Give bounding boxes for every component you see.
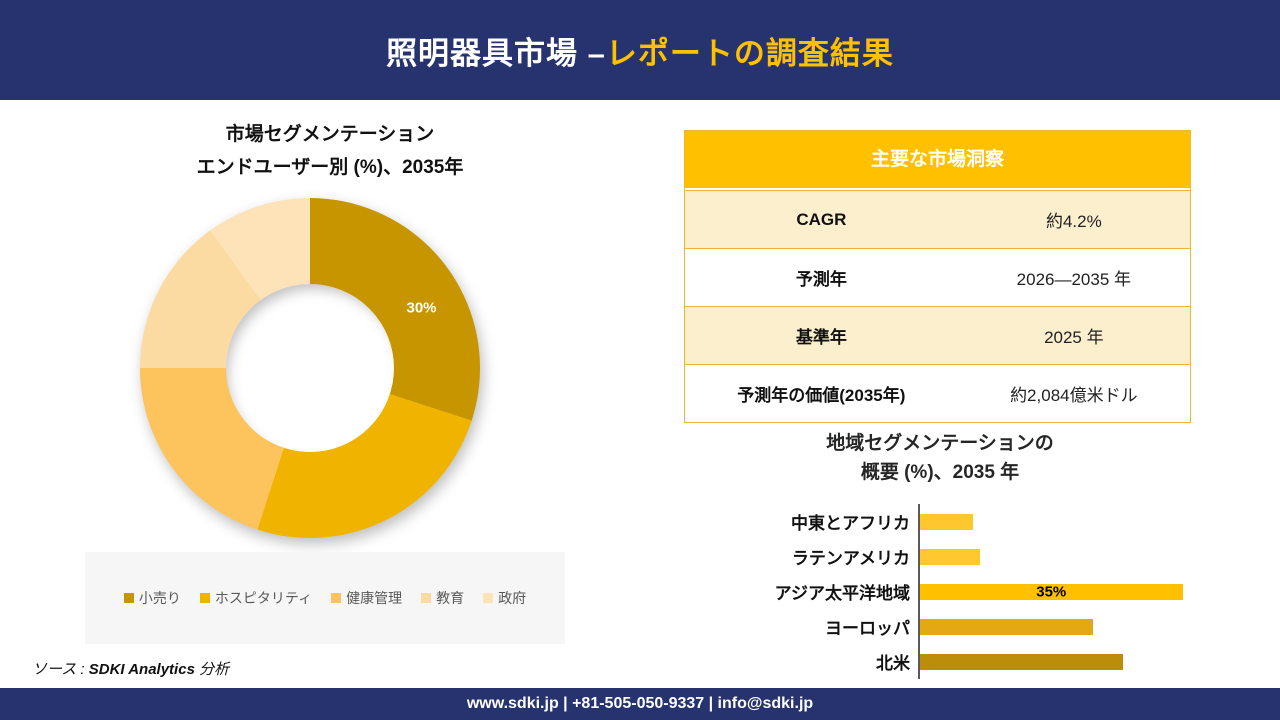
- footer-bar: www.sdki.jp | +81-505-050-9337 | info@sd…: [0, 688, 1280, 720]
- bar-category-label: アジア太平洋地域: [774, 584, 910, 603]
- bar-fill: [920, 513, 973, 530]
- donut-title-line2: エンドユーザー別 (%)、2035年: [196, 157, 464, 179]
- bar-category-label: ラテンアメリカ: [791, 549, 910, 568]
- table-row: CAGR 約4.2%: [685, 190, 1190, 248]
- donut-legend: 小売り ホスピタリティ 健康管理 教育 政府: [85, 552, 565, 644]
- legend-item: 小売り: [123, 588, 181, 608]
- page-title-accent: レポートの調査結果: [605, 35, 894, 71]
- legend-label: 教育: [436, 590, 465, 606]
- header-banner: 照明器具市場 –レポートの調査結果: [0, 0, 1280, 100]
- page-title-main: 照明器具市場 –: [386, 35, 606, 71]
- source-brand: SDKI Analytics: [88, 661, 195, 678]
- bar-row: アジア太平洋地域 35%: [700, 574, 1205, 609]
- bar-track: [918, 644, 1205, 679]
- legend-swatch-icon: [421, 593, 432, 603]
- row-value: 2025 年: [1044, 328, 1104, 347]
- donut-chart: 30%: [140, 198, 480, 538]
- legend-label: ホスピタリティ: [214, 590, 313, 606]
- bar-chart-title: 地域セグメンテーションの 概要 (%)、2035 年: [700, 430, 1180, 487]
- donut-slice-label: 30%: [406, 299, 437, 317]
- row-value: 約2,084億米ドル: [1010, 386, 1138, 405]
- legend-label: 政府: [498, 590, 527, 606]
- table-row: 基準年 2025 年: [685, 306, 1190, 364]
- bar-fill: 35%: [920, 583, 1183, 600]
- page-title: 照明器具市場 –レポートの調査結果: [386, 28, 894, 73]
- donut-hole: [226, 284, 394, 452]
- bar-track: [918, 609, 1205, 644]
- legend-swatch-icon: [483, 593, 494, 603]
- legend-swatch-icon: [199, 593, 210, 603]
- row-label: CAGR: [796, 209, 847, 229]
- legend-item: 健康管理: [331, 588, 402, 608]
- bar-category-label: ヨーロッパ: [825, 619, 910, 638]
- table-row: 予測年 2026—2035 年: [685, 248, 1190, 306]
- table-header: 主要な市場洞察: [685, 131, 1190, 190]
- bar-fill: [920, 618, 1093, 635]
- bar-track: 35%: [918, 574, 1205, 609]
- bar-category-label: 北米: [876, 654, 910, 673]
- table-row: 予測年の価値(2035年) 約2,084億米ドル: [685, 364, 1190, 422]
- bar-row: 北米: [700, 644, 1205, 679]
- row-label: 予測年: [795, 270, 847, 289]
- legend-label: 小売り: [138, 590, 181, 606]
- regional-bar-chart: 中東とアフリカ ラテンアメリカアジア太平洋地域 35% ヨーロッパ北米: [700, 504, 1205, 679]
- source-prefix: ソース :: [32, 661, 89, 678]
- bar-category-label: 中東とアフリカ: [791, 514, 910, 533]
- row-label: 基準年: [795, 328, 847, 347]
- bar-value-label: 35%: [1036, 583, 1067, 600]
- legend-label: 健康管理: [346, 590, 403, 606]
- bar-track: [918, 539, 1205, 574]
- donut-title-line1: 市場セグメンテーション: [225, 124, 435, 145]
- legend-item: 政府: [483, 588, 526, 608]
- row-value: 2026—2035 年: [1016, 270, 1132, 289]
- row-label: 予測年の価値(2035年): [737, 386, 906, 405]
- bar-title-line1: 地域セグメンテーションの: [826, 433, 1054, 454]
- bar-row: ラテンアメリカ: [700, 539, 1205, 574]
- bar-fill: [920, 653, 1123, 670]
- bar-row: 中東とアフリカ: [700, 504, 1205, 539]
- bar-track: [918, 504, 1205, 539]
- source-suffix: 分析: [194, 661, 230, 678]
- legend-swatch-icon: [331, 593, 342, 603]
- bar-title-line2: 概要 (%)、2035 年: [860, 461, 1020, 483]
- row-value: 約4.2%: [1045, 212, 1102, 231]
- source-note: ソース : SDKI Analytics 分析: [32, 658, 229, 679]
- legend-item: 教育: [421, 588, 464, 608]
- key-insights-table: 主要な市場洞察 CAGR 約4.2% 予測年 2026—2035 年 基準年 2…: [684, 130, 1191, 423]
- footer-contact: www.sdki.jp | +81-505-050-9337 | info@sd…: [466, 695, 814, 712]
- legend-item: ホスピタリティ: [199, 588, 313, 608]
- donut-chart-title: 市場セグメンテーション エンドユーザー別 (%)、2035年: [40, 118, 620, 185]
- bar-fill: [920, 548, 980, 565]
- legend-swatch-icon: [123, 593, 134, 603]
- bar-row: ヨーロッパ: [700, 609, 1205, 644]
